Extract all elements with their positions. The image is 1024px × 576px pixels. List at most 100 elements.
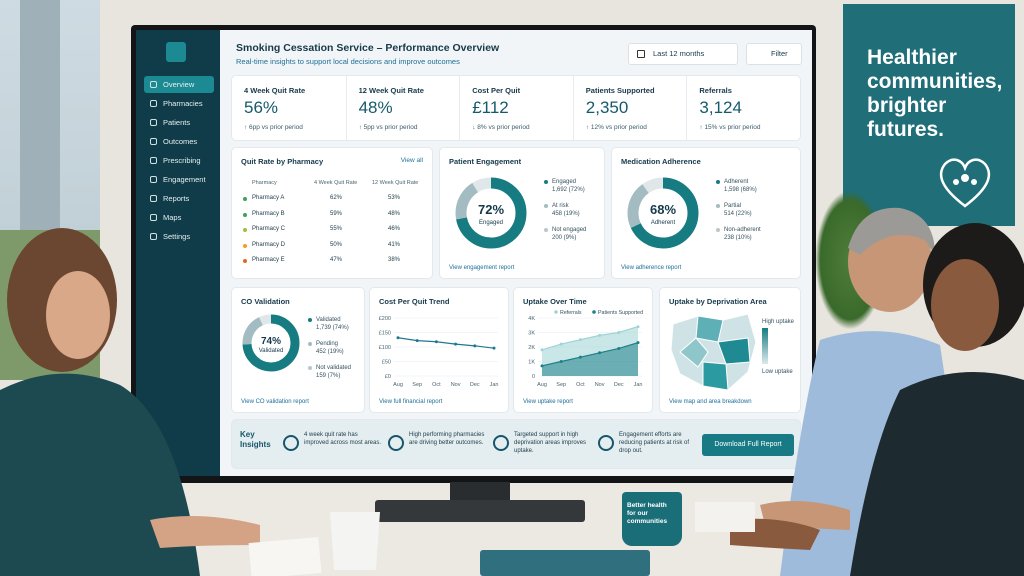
nav-item[interactable]: Engagement (144, 171, 214, 188)
center-caption: Validated (259, 348, 284, 354)
legend-entry: At risk 458 (19%) (552, 202, 580, 218)
kpi: 12 Week Quit Rate 48% ↑ 5pp vs prior perio… (345, 76, 459, 140)
download-button[interactable]: Download Full Report (702, 434, 794, 456)
y-tick-label: £0 (385, 374, 391, 380)
legend-entry: Partial 514 (22%) (724, 202, 752, 218)
point (598, 351, 602, 355)
kpi: Patients Supported 2,350 ↑ 12% vs prior pe… (572, 76, 686, 140)
insight-text: High performing pharmacies are driving b… (409, 432, 485, 446)
legend-entry: Non-adherent 238 (10%) (724, 226, 761, 242)
nav-icon (150, 81, 157, 88)
legend-low: Low uptake (762, 369, 793, 375)
chart-link[interactable]: View CO validation report (241, 399, 309, 405)
legend-value: 1,692 (72%) (552, 187, 585, 193)
chart-link[interactable]: View uptake report (523, 399, 573, 405)
filter-button[interactable]: Filter (746, 43, 802, 65)
x-tick-label: Dec (470, 382, 480, 388)
y-tick-label: 2K (528, 345, 535, 351)
nav-item[interactable]: Settings (144, 228, 214, 245)
nav-item[interactable]: Overview (144, 76, 214, 93)
nav-item[interactable]: Pharmacies (144, 95, 214, 112)
banner-line: futures. (867, 118, 945, 141)
dashboard: Overview Pharmacies Patients Outcomes Prescr… (136, 30, 812, 476)
kpi: Cost Per Quit £112 ↓ 8% vs prior period (459, 76, 572, 140)
line (541, 342, 639, 367)
cost-card: Cost Per Quit Trend £0 £50 £100 £150 £200 Aug S… (370, 288, 508, 412)
x-tick-label: Oct (432, 382, 441, 388)
kpi-change: ↑ 15% vs prior period (699, 124, 761, 131)
point (598, 333, 602, 337)
uptake-card: Uptake Over Time 0 1K 2K 3K 4K Aug Sep Oct Nov Dec… (514, 288, 652, 412)
cell: 41% (388, 241, 401, 248)
nav-item[interactable]: Outcomes (144, 133, 214, 150)
kpi: Referrals 3,124 ↑ 15% vs prior period (686, 76, 799, 140)
legend-value: 514 (22%) (724, 211, 752, 217)
kpi-change: ↓ 8% vs prior period (472, 124, 530, 131)
column-header: 12 Week Quit Rate (372, 180, 419, 186)
y-tick-label: £200 (379, 316, 391, 322)
cell: 47% (330, 257, 343, 263)
x-tick-label: Jan (634, 382, 643, 388)
legend-value: 1,598 (68%) (724, 187, 757, 193)
legend-high: High uptake (762, 319, 795, 325)
donut-segment (455, 177, 527, 249)
row-dot (243, 197, 247, 201)
chart-link[interactable]: View engagement report (449, 265, 515, 271)
legend-name: Adherent (724, 179, 749, 185)
cell: 48% (388, 210, 401, 217)
icon-shape (598, 435, 614, 451)
x-tick-label: Sep (412, 382, 422, 388)
icon-shape (388, 435, 404, 451)
nav-item[interactable]: Prescribing (144, 152, 214, 169)
table-card: Quit Rate by Pharmacy View all Pharmacy 4 W… (232, 148, 432, 278)
cell: 53% (388, 195, 401, 201)
donut-segment (455, 177, 527, 249)
chart-title: Patient Engagement (449, 157, 522, 166)
legend-name: Not validated (316, 365, 352, 371)
cell: Pharmacy E (252, 257, 285, 263)
nav-label: Reports (163, 194, 190, 203)
legend-dot (716, 228, 720, 232)
kpi-change: ↑ 5pp vs prior period (358, 124, 418, 131)
legend-label: Referrals (560, 310, 582, 316)
heart-icon (939, 158, 991, 208)
y-tick-label: 0 (532, 374, 535, 380)
insights-title: Key Insights (240, 430, 271, 450)
kpi-label: Patients Supported (585, 86, 655, 95)
insight-text: Targeted support in high deprivation are… (514, 432, 587, 454)
insight-icon (493, 435, 509, 451)
period-select[interactable]: Last 12 months (628, 43, 738, 65)
icon-shape (283, 435, 299, 451)
adherence-card: Medication Adherence 68% Adherent Adherent 1… (612, 148, 800, 278)
x-tick-label: Jan (490, 382, 499, 388)
chart: 0 1K 2K 3K 4K Aug Sep Oct Nov Dec Jan Referrals Pati… (528, 310, 643, 388)
nav-item[interactable]: Patients (144, 114, 214, 131)
legend-dot (544, 204, 548, 208)
kpi-value: 3,124 (699, 98, 742, 117)
legend-entry: Pending 452 (19%) (316, 340, 344, 356)
kpi-value: £112 (472, 98, 509, 117)
point (396, 336, 400, 340)
nav-icon (150, 176, 157, 183)
x-tick-label: Dec (614, 382, 624, 388)
chart-title: CO Validation (241, 297, 290, 306)
donut: 74%Validated (242, 314, 300, 372)
mug: Better health for our communities (622, 492, 682, 546)
chart-link[interactable]: View adherence report (621, 265, 682, 271)
nav-item[interactable]: Maps (144, 209, 214, 226)
nav-item[interactable]: Reports (144, 190, 214, 207)
map-link[interactable]: View map and area breakdown (669, 399, 752, 405)
point (578, 355, 582, 359)
nav-label: Overview (163, 80, 195, 89)
y-tick-label: 4K (528, 316, 535, 322)
kpi-row: 4 Week Quit Rate 56% ↑ 6pp vs prior period… (232, 76, 800, 140)
co-card: CO Validation 74% Validated Validated 1,739 … (232, 288, 364, 412)
chart-link[interactable]: View full financial report (379, 399, 443, 405)
table-link[interactable]: View all (400, 157, 423, 164)
legend-name: Engaged (552, 179, 577, 185)
point (454, 342, 458, 346)
logo (166, 42, 186, 62)
legend-label: Patients Supported (598, 310, 643, 316)
insights-title-2: Insights (240, 440, 271, 449)
donut-segment (627, 177, 699, 249)
